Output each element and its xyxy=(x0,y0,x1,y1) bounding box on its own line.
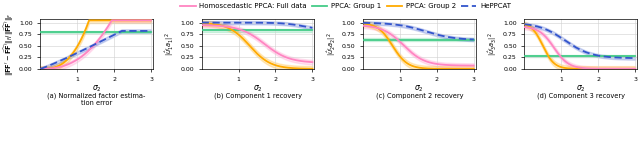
Y-axis label: $|\hat{u}_3' a_3|^2$: $|\hat{u}_3' a_3|^2$ xyxy=(487,33,500,56)
Y-axis label: $|\hat{u}_2' a_2|^2$: $|\hat{u}_2' a_2|^2$ xyxy=(326,33,339,56)
X-axis label: $\sigma_2$: $\sigma_2$ xyxy=(92,83,101,94)
Text: (d) Component 3 recovery: (d) Component 3 recovery xyxy=(537,92,625,99)
Text: (c) Component 2 recovery: (c) Component 2 recovery xyxy=(376,92,463,99)
X-axis label: $\sigma_2$: $\sigma_2$ xyxy=(576,83,586,94)
Y-axis label: $\|\mathbf{FF}' - \widehat{\mathbf{FF}}'\|_F / \|\widehat{\mathbf{FF}}'\|_F$: $\|\mathbf{FF}' - \widehat{\mathbf{FF}}'… xyxy=(3,13,16,76)
X-axis label: $\sigma_2$: $\sigma_2$ xyxy=(415,83,424,94)
Y-axis label: $|\hat{u}_1' a_1|^2$: $|\hat{u}_1' a_1|^2$ xyxy=(164,33,177,56)
Legend: Homoscedastic PPCA: Full data, PPCA: Group 1, PPCA: Group 2, HePPCAT: Homoscedastic PPCA: Full data, PPCA: Gro… xyxy=(180,3,511,9)
Text: (a) Normalized factor estima-
tion error: (a) Normalized factor estima- tion error xyxy=(47,92,146,106)
X-axis label: $\sigma_2$: $\sigma_2$ xyxy=(253,83,263,94)
Text: (b) Component 1 recovery: (b) Component 1 recovery xyxy=(214,92,302,99)
